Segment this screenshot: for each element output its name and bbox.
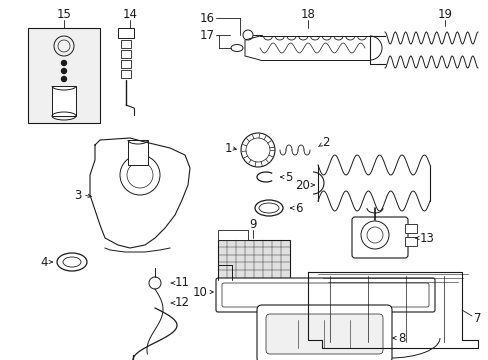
FancyBboxPatch shape — [216, 278, 434, 312]
Circle shape — [61, 68, 66, 73]
Text: 6: 6 — [294, 202, 302, 215]
Text: 20: 20 — [295, 179, 309, 192]
Text: 15: 15 — [57, 8, 71, 21]
FancyBboxPatch shape — [351, 217, 407, 258]
Bar — [404, 224, 416, 233]
Text: 3: 3 — [75, 189, 82, 202]
Text: 13: 13 — [419, 231, 434, 244]
Bar — [121, 40, 131, 48]
Bar — [218, 240, 289, 278]
FancyBboxPatch shape — [222, 283, 428, 307]
FancyBboxPatch shape — [265, 314, 382, 354]
Text: 17: 17 — [200, 28, 215, 41]
Text: 16: 16 — [200, 12, 215, 24]
Text: 14: 14 — [122, 8, 137, 21]
Text: 9: 9 — [249, 217, 256, 230]
Bar — [128, 140, 148, 165]
Text: 2: 2 — [321, 135, 329, 149]
FancyBboxPatch shape — [257, 305, 391, 360]
Circle shape — [61, 77, 66, 81]
Text: 10: 10 — [193, 285, 207, 298]
Text: 12: 12 — [175, 297, 190, 310]
Text: 18: 18 — [300, 8, 315, 21]
Text: 1: 1 — [224, 141, 231, 154]
Bar — [121, 50, 131, 58]
Text: 4: 4 — [41, 256, 48, 269]
Text: 11: 11 — [175, 276, 190, 289]
Text: 7: 7 — [473, 311, 481, 324]
Bar — [218, 230, 247, 240]
Bar — [121, 70, 131, 78]
Bar — [404, 237, 416, 246]
Circle shape — [61, 60, 66, 66]
Bar — [121, 60, 131, 68]
Bar — [118, 28, 134, 38]
Bar — [28, 28, 100, 123]
Text: 5: 5 — [285, 171, 292, 184]
Text: 19: 19 — [437, 8, 451, 21]
Text: 8: 8 — [397, 332, 405, 345]
Bar — [52, 86, 76, 116]
